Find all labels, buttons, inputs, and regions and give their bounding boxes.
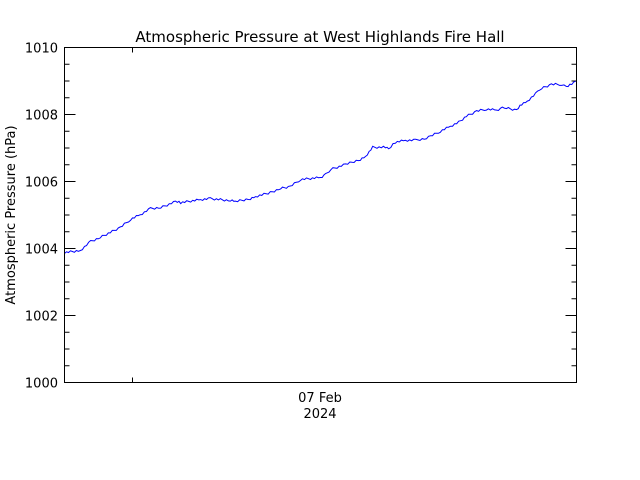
y-tick-label: 1004	[25, 243, 58, 258]
x-tick-label-date: 07 Feb	[298, 391, 342, 406]
x-tick-label-year: 2024	[303, 407, 336, 422]
y-tick-label: 1008	[25, 109, 58, 124]
y-tick-label: 1010	[25, 42, 58, 57]
y-tick-label: 1002	[25, 310, 58, 325]
y-axis-label: Atmospheric Pressure (hPa)	[4, 125, 19, 304]
y-tick-label: 1006	[25, 176, 58, 191]
pressure-line	[64, 80, 576, 254]
chart-title: Atmospheric Pressure at West Highlands F…	[135, 28, 504, 46]
y-axis-ticks: 1000 1002 1004 1006 1008 1010	[25, 42, 577, 392]
plot-frame	[64, 47, 577, 383]
y-tick-label: 1000	[25, 377, 58, 392]
